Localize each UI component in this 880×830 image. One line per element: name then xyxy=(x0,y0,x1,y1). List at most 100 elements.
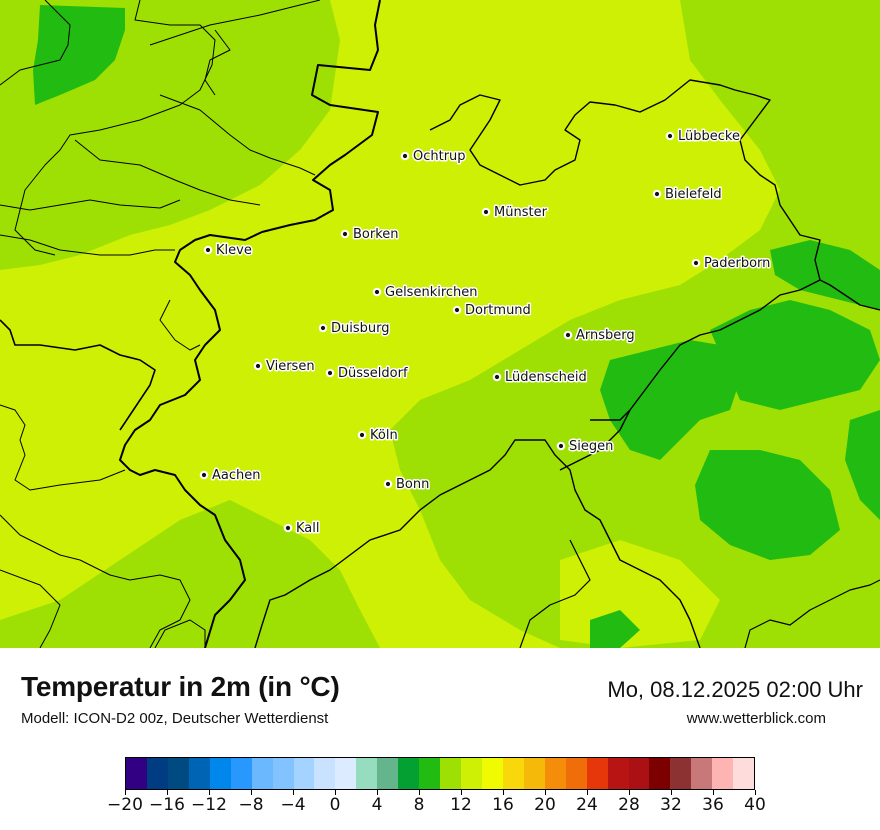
city-dot-icon xyxy=(203,245,213,255)
colorbar-tick xyxy=(419,790,420,795)
district-border xyxy=(0,404,126,491)
colorbar-tick-label: 12 xyxy=(450,795,472,815)
colorbar-segment xyxy=(481,758,503,789)
colorbar-tick-label: 36 xyxy=(702,795,724,815)
temp-field-8-10-sauerland xyxy=(600,340,740,460)
colorbar-segment xyxy=(440,758,461,789)
colorbar-tick xyxy=(461,790,462,795)
district-border xyxy=(154,619,206,648)
colorbar-segment xyxy=(126,758,147,789)
city-label: Kall xyxy=(296,521,320,536)
city-dot-icon xyxy=(652,189,662,199)
city-dot-icon xyxy=(199,470,209,480)
state-border-east xyxy=(429,79,880,311)
city-dot-icon xyxy=(340,229,350,239)
city-label: Bonn xyxy=(396,477,429,492)
city-label: Köln xyxy=(370,428,398,443)
country-border-nl-be xyxy=(0,319,156,431)
city-label: Dortmund xyxy=(465,303,531,318)
city-dot-icon xyxy=(253,361,263,371)
colorbar-segment xyxy=(209,758,231,789)
colorbar-segment xyxy=(607,758,629,789)
city-label: Viersen xyxy=(266,359,315,374)
colorbar-segment xyxy=(146,758,168,789)
city-label: Kleve xyxy=(216,243,252,258)
city-dot-icon xyxy=(383,479,393,489)
colorbar-segment xyxy=(188,758,210,789)
state-border-bottom-right xyxy=(744,579,880,648)
colorbar-segment xyxy=(272,758,294,789)
city-dot-icon xyxy=(563,330,573,340)
colorbar-tick xyxy=(335,790,336,795)
colorbar-tick xyxy=(293,790,294,795)
map-canvas: Lübbecke Ochtrup Bielefeld Münster Borken Kle… xyxy=(0,0,880,648)
colorbar-segment xyxy=(419,758,441,789)
colorbar-segment xyxy=(398,758,420,789)
city-marker: Kall xyxy=(283,520,321,538)
colorbar-segment xyxy=(733,758,755,789)
colorbar-tick-label: −8 xyxy=(238,795,264,815)
city-dot-icon xyxy=(691,258,701,268)
district-border xyxy=(0,569,61,648)
colorbar-segment xyxy=(586,758,608,789)
temp-field-8-10-east xyxy=(710,300,880,410)
city-label: Münster xyxy=(494,205,548,220)
colorbar-segment xyxy=(356,758,378,789)
temperature-map: Lübbecke Ochtrup Bielefeld Münster Borken Kle… xyxy=(0,0,880,648)
website-link[interactable]: www.wetterblick.com xyxy=(686,710,826,727)
city-marker: Dortmund xyxy=(452,302,532,320)
city-marker: Borken xyxy=(340,226,400,244)
city-label: Paderborn xyxy=(704,256,770,271)
city-marker: Münster xyxy=(481,204,549,222)
district-border xyxy=(0,0,71,86)
city-dot-icon xyxy=(665,131,675,141)
temp-field-10-12-southwest xyxy=(0,500,380,648)
colorbar-tick xyxy=(713,790,714,795)
colorbar-segment xyxy=(167,758,189,789)
colorbar-ticks: −20 −16 −12 −8 −4 0 4 8 12 16 20 24 28 32 36 40 xyxy=(107,790,766,830)
city-marker: Düsseldorf xyxy=(325,365,409,383)
temp-field-8-10-far-east xyxy=(770,240,880,310)
colorbar-tick-label: 32 xyxy=(660,795,682,815)
state-border-south xyxy=(254,439,701,648)
district-border xyxy=(0,234,175,256)
district-border xyxy=(159,94,316,176)
colorbar-segment xyxy=(502,758,524,789)
city-marker: Lübbecke xyxy=(665,128,741,146)
city-label: Aachen xyxy=(212,468,260,483)
colorbar-segment xyxy=(461,758,482,789)
colorbar-tick-label: −16 xyxy=(149,795,185,815)
temp-field-8-10-south xyxy=(590,610,640,648)
colorbar-tick-label: 40 xyxy=(744,795,766,815)
city-dot-icon xyxy=(325,368,335,378)
colorbar-tick xyxy=(545,790,546,795)
district-border xyxy=(149,0,321,46)
temperature-colorbar xyxy=(125,757,755,790)
district-border xyxy=(14,0,216,256)
city-marker: Siegen xyxy=(556,438,615,456)
colorbar-segment xyxy=(628,758,650,789)
colorbar-tick xyxy=(503,790,504,795)
colorbar-segment xyxy=(335,758,357,789)
colorbar-tick xyxy=(755,790,756,795)
colorbar-segment xyxy=(251,758,273,789)
city-marker: Aachen xyxy=(199,467,262,485)
city-marker: Gelsenkirchen xyxy=(372,284,479,302)
city-label: Düsseldorf xyxy=(338,366,408,381)
colorbar-tick-label: 20 xyxy=(534,795,556,815)
district-border xyxy=(0,199,181,211)
colorbar-tick xyxy=(671,790,672,795)
city-dot-icon xyxy=(400,151,410,161)
city-label: Borken xyxy=(353,227,399,242)
colorbar-segment xyxy=(230,758,252,789)
city-marker: Duisburg xyxy=(318,320,391,338)
district-border xyxy=(159,299,201,351)
city-label: Lübbecke xyxy=(678,129,740,144)
city-label: Lüdenscheid xyxy=(505,370,587,385)
city-marker: Viersen xyxy=(253,358,316,376)
colorbar-tick xyxy=(125,790,126,795)
colorbar-tick-label: 28 xyxy=(618,795,640,815)
city-dot-icon xyxy=(318,323,328,333)
colorbar-segment xyxy=(565,758,587,789)
colorbar-tick xyxy=(377,790,378,795)
